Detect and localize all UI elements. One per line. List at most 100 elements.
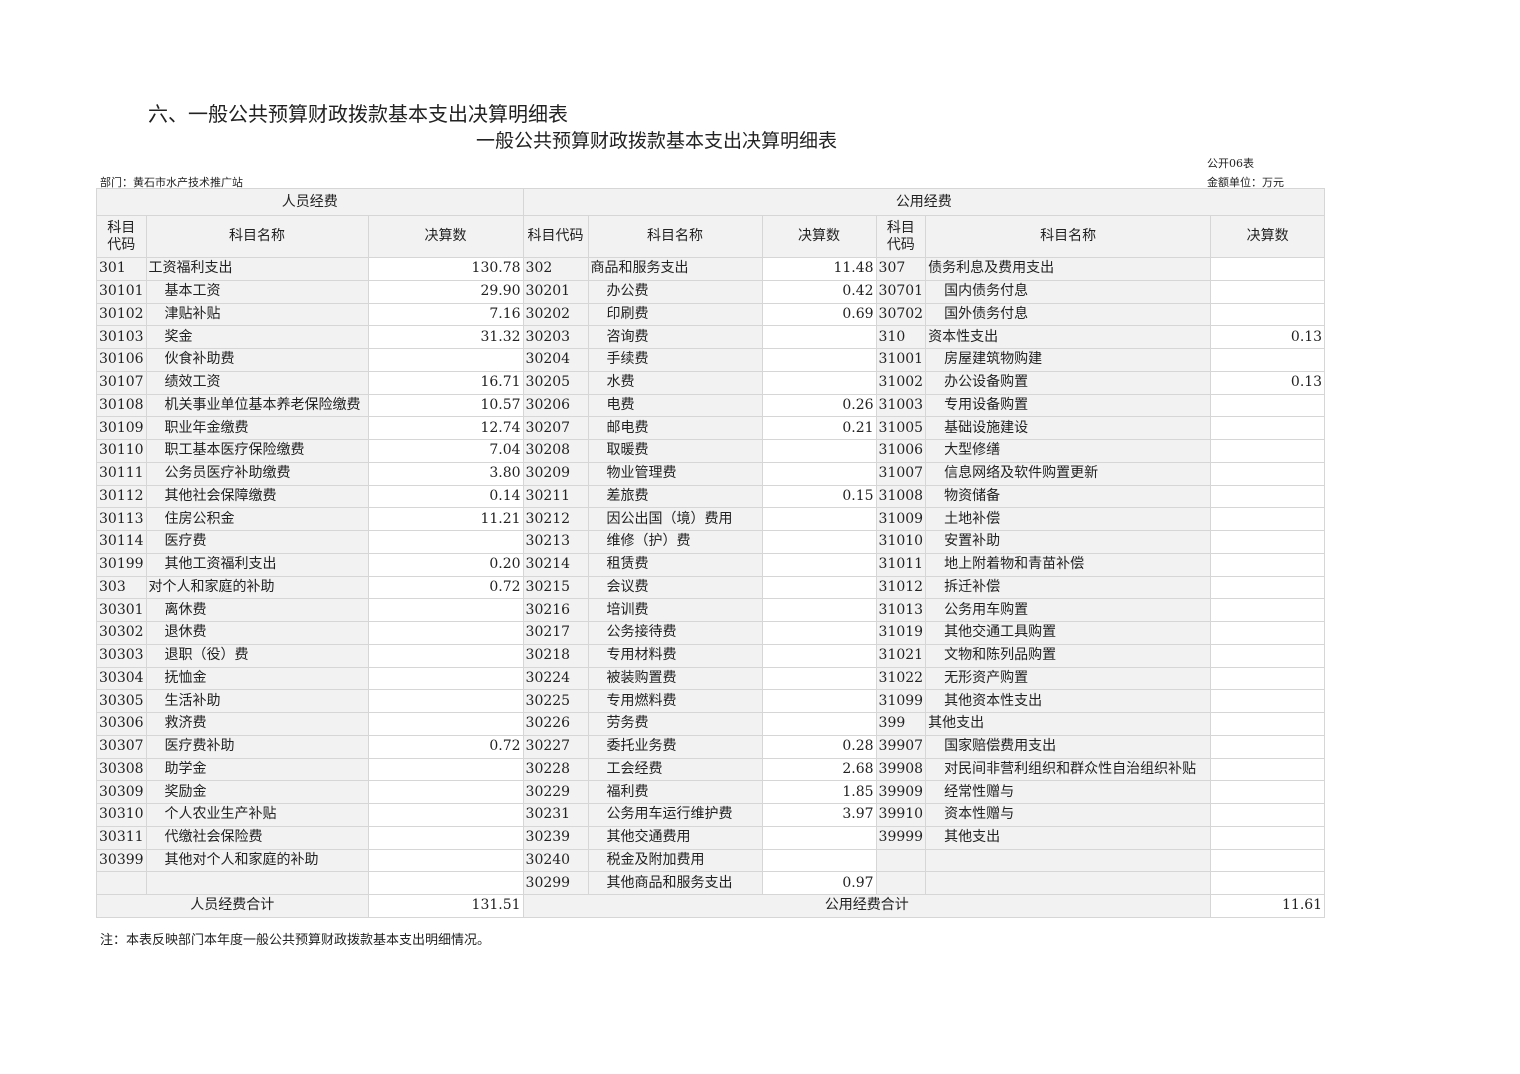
- cell-code: 30102: [96, 302, 147, 327]
- cell-amount: 7.04: [367, 439, 524, 463]
- cell-code: 31007: [875, 461, 927, 486]
- cell-code: 39999: [875, 825, 927, 850]
- cell-code: 30112: [96, 484, 147, 509]
- cell-amount: [367, 530, 524, 554]
- cell-amount: [1210, 484, 1326, 509]
- table-row: 30310 个人农业生产补贴 30231 公务用车运行维护费 3.97 39910 资本性赠…: [96, 803, 1326, 827]
- personnel-total-label: 人员经费合计: [96, 894, 369, 918]
- header-code: 科目 代码: [875, 215, 927, 258]
- cell-amount: 31.32: [367, 325, 524, 349]
- cell-name: 资本性赠与: [925, 803, 1212, 827]
- cell-code: 30307: [96, 734, 147, 759]
- cell-name: 委托业务费: [587, 734, 763, 759]
- table-row: 30302 退休费 30217 公务接待费 31019 其他交通工具购置: [96, 621, 1326, 645]
- cell-name: 办公费: [587, 279, 763, 304]
- header-name: 科目名称: [925, 215, 1212, 258]
- cell-code: 30305: [96, 689, 147, 713]
- cell-name: 公务用车运行维护费: [587, 803, 763, 827]
- cell-amount: 1.85: [761, 780, 877, 804]
- cell-amount: [1210, 552, 1326, 577]
- cell-amount: [761, 666, 877, 691]
- cell-amount: 0.13: [1210, 325, 1326, 349]
- cell-amount: 0.72: [367, 734, 524, 759]
- cell-amount: [1210, 871, 1326, 895]
- cell-code: 31006: [875, 439, 927, 463]
- table-row: 30305 生活补助 30225 专用燃料费 31099 其他资本性支出: [96, 689, 1326, 713]
- cell-code: 31003: [875, 393, 927, 418]
- cell-name: 绩效工资: [145, 370, 369, 395]
- cell-name: 对民间非营利组织和群众性自治组织补贴: [925, 757, 1212, 782]
- cell-code: 30107: [96, 370, 147, 395]
- cell-code: 30109: [96, 416, 147, 440]
- cell-amount: [367, 712, 524, 736]
- cell-name: 土地补偿: [925, 507, 1212, 531]
- cell-code: 30214: [522, 552, 589, 577]
- cell-name: 差旅费: [587, 484, 763, 509]
- cell-code: 399: [875, 712, 927, 736]
- cell-code: 30225: [522, 689, 589, 713]
- cell-code: 30304: [96, 666, 147, 691]
- cell-amount: 0.42: [761, 279, 877, 304]
- cell-code: 30301: [96, 598, 147, 622]
- cell-amount: [761, 325, 877, 349]
- cell-amount: [761, 712, 877, 736]
- cell-amount: [761, 848, 877, 873]
- cell-name: 信息网络及软件购置更新: [925, 461, 1212, 486]
- cell-amount: [1210, 666, 1326, 691]
- cell-code: 30311: [96, 825, 147, 850]
- cell-amount: [1210, 507, 1326, 531]
- personnel-total-value: 131.51: [367, 894, 524, 918]
- cell-code: 30114: [96, 530, 147, 554]
- cell-code: 30224: [522, 666, 589, 691]
- cell-code: 30111: [96, 461, 147, 486]
- cell-name: 取暖费: [587, 439, 763, 463]
- cell-code: 30226: [522, 712, 589, 736]
- cell-amount: [1210, 848, 1326, 873]
- cell-code: 30299: [522, 871, 589, 895]
- header-amount: 决算数: [1210, 215, 1326, 258]
- cell-name: 奖励金: [145, 780, 369, 804]
- cell-code: 31002: [875, 370, 927, 395]
- public-total-label: 公用经费合计: [522, 894, 1212, 918]
- cell-name: 其他商品和服务支出: [587, 871, 763, 895]
- table-row: 30114 医疗费 30213 维修（护）费 31010 安置补助: [96, 530, 1326, 554]
- cell-code: 30228: [522, 757, 589, 782]
- cell-name: 水费: [587, 370, 763, 395]
- unit-label: 金额单位：万元: [1207, 176, 1284, 189]
- cell-code: [875, 848, 927, 873]
- cell-code: 30213: [522, 530, 589, 554]
- cell-name: 电费: [587, 393, 763, 418]
- cell-code: 30108: [96, 393, 147, 418]
- cell-amount: [367, 348, 524, 372]
- table-row: 30102 津贴补贴 7.16 30202 印刷费 0.69 30702 国外债务付息: [96, 302, 1326, 327]
- cell-amount: 0.28: [761, 734, 877, 759]
- cell-amount: [761, 575, 877, 600]
- cell-name: 物资储备: [925, 484, 1212, 509]
- cell-amount: 3.80: [367, 461, 524, 486]
- cell-name: 其他社会保障缴费: [145, 484, 369, 509]
- cell-code: 303: [96, 575, 147, 600]
- cell-code: 30199: [96, 552, 147, 577]
- table-row: 30107 绩效工资 16.71 30205 水费 31002 办公设备购置 0.13: [96, 370, 1326, 395]
- cell-name: 专用燃料费: [587, 689, 763, 713]
- cell-amount: 0.69: [761, 302, 877, 327]
- table-row: 30113 住房公积金 11.21 30212 因公出国（境）费用 31009 土地补偿: [96, 507, 1326, 531]
- cell-name: 对个人和家庭的补助: [145, 575, 369, 600]
- cell-code: 30240: [522, 848, 589, 873]
- cell-name: 专用材料费: [587, 643, 763, 668]
- cell-amount: 0.13: [1210, 370, 1326, 395]
- cell-code: 30110: [96, 439, 147, 463]
- cell-name: 税金及附加费用: [587, 848, 763, 873]
- cell-name: 办公设备购置: [925, 370, 1212, 395]
- header-amount: 决算数: [761, 215, 877, 258]
- cell-code: 30205: [522, 370, 589, 395]
- form-number: 公开06表: [1207, 157, 1254, 170]
- cell-amount: 0.21: [761, 416, 877, 440]
- cell-name: 商品和服务支出: [587, 257, 763, 281]
- cell-name: 因公出国（境）费用: [587, 507, 763, 531]
- department-label: 部门：黄石市水产技术推广站: [100, 176, 243, 189]
- cell-name: 印刷费: [587, 302, 763, 327]
- cell-amount: [367, 871, 524, 895]
- cell-amount: [761, 621, 877, 645]
- cell-amount: [367, 689, 524, 713]
